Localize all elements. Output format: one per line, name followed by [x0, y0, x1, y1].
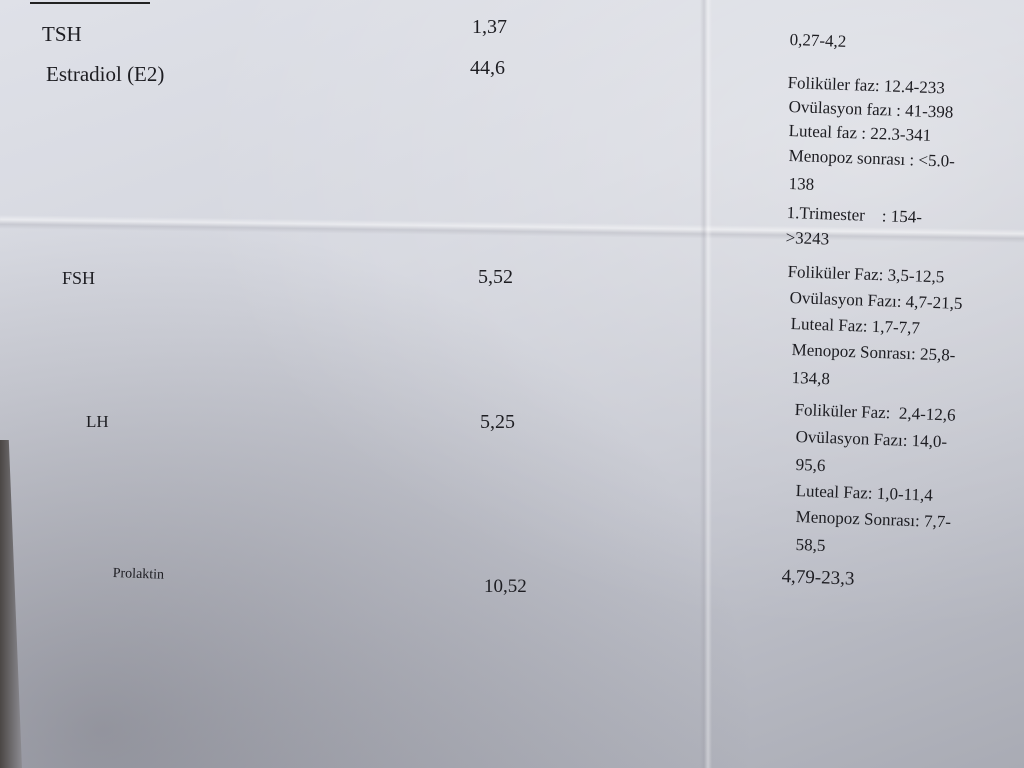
test-name-tsh: TSH [42, 22, 82, 46]
reference-line: Ovülasyon Fazı: 4,7-21,5 [789, 288, 963, 314]
test-name-fsh: FSH [62, 268, 96, 288]
reference-line: >3243 [785, 228, 830, 249]
reference-line: Menopoz Sonrası: 7,7- [795, 507, 952, 532]
reference-prolaktin: 4,79-23,3 [781, 566, 855, 590]
test-value-fsh: 5,52 [478, 266, 513, 288]
reference-line: Luteal faz : 22.3-341 [788, 121, 932, 145]
reference-line: Foliküler Faz: 2,4-12,6 [794, 400, 956, 425]
test-value-estradiol: 44,6 [470, 57, 505, 79]
test-value-lh: 5,25 [480, 411, 515, 433]
reference-line: Ovülasyon Fazı: 14,0- [795, 427, 948, 452]
reference-tsh: 0,27-4,2 [789, 30, 847, 51]
reference-line: Foliküler Faz: 3,5-12,5 [787, 262, 945, 287]
reference-line: Menopoz sonrası : <5.0- [788, 146, 956, 171]
paper-fold-vertical [700, 0, 712, 768]
reference-line: Ovülasyon fazı : 41-398 [788, 97, 954, 122]
reference-line: 58,5 [795, 535, 826, 556]
test-value-prolaktin: 10,52 [484, 576, 527, 597]
reference-line: Menopoz Sonrası: 25,8- [791, 340, 956, 365]
reference-line: 1.Trimester : 154- [786, 203, 923, 227]
section-header-cut-off [30, 0, 150, 4]
reference-line: 134,8 [791, 368, 831, 389]
test-value-tsh: 1,37 [472, 16, 507, 38]
test-name-prolaktin: Prolaktin [112, 566, 165, 583]
reference-line: Luteal Faz: 1,0-11,4 [795, 481, 934, 505]
reference-line: 95,6 [795, 455, 826, 476]
test-name-lh: LH [86, 412, 109, 431]
reference-line: Luteal Faz: 1,7-7,7 [790, 314, 921, 338]
reference-line: Foliküler faz: 12.4-233 [787, 73, 946, 98]
test-name-estradiol: Estradiol (E2) [46, 62, 165, 86]
reference-line: 138 [788, 174, 815, 194]
background-edge [0, 440, 22, 768]
